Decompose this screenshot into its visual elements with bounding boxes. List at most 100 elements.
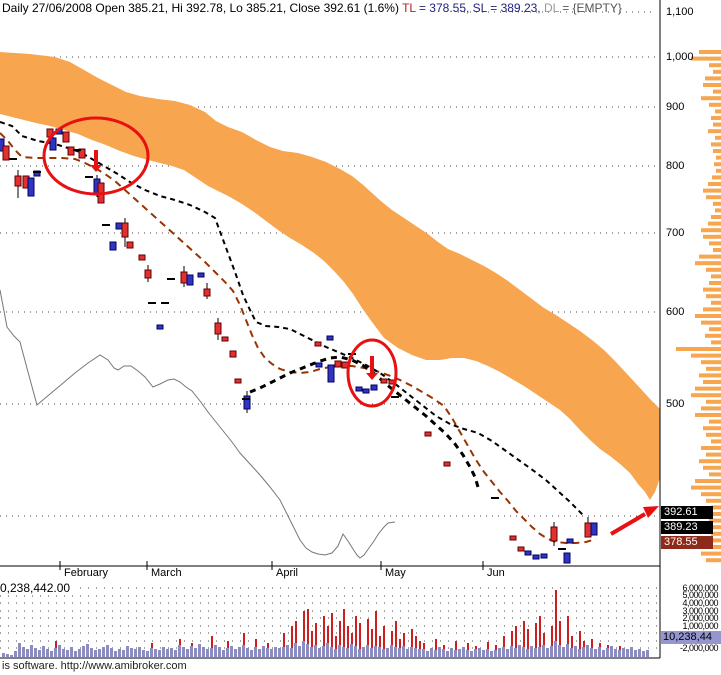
volume-profile-bar [708, 221, 721, 226]
candlestick [424, 431, 432, 437]
volume-bar [78, 649, 81, 657]
volume-bar [98, 649, 101, 657]
volume-bar [258, 649, 261, 657]
volume-profile-bar [706, 525, 721, 530]
volume-bar [22, 647, 25, 657]
volume-profile-bar [703, 83, 721, 87]
volume-bar [122, 650, 125, 657]
volume-bar [566, 644, 569, 657]
volume-bar [410, 647, 413, 657]
volume-bar-red [307, 609, 309, 651]
volume-profile-bar [703, 307, 721, 312]
volume-bar [598, 647, 601, 657]
volume-bar [242, 645, 245, 657]
volume-bar [202, 647, 205, 657]
volume-profile-bar [695, 386, 721, 391]
volume-axis-label: 4,000,000 [682, 598, 718, 608]
volume-bar-red [423, 643, 425, 651]
volume-bar-red [391, 631, 393, 651]
volume-bar [266, 648, 269, 657]
volume-bar-red [255, 639, 257, 651]
volume-bar-red [327, 626, 329, 651]
candlestick [203, 288, 211, 297]
chart-title-segment: = 378.55, [415, 1, 473, 15]
volume-bar [6, 654, 9, 657]
month-label: February [64, 567, 109, 579]
volume-bar-red [567, 616, 569, 651]
price-axis-label: 800 [666, 160, 685, 172]
volume-bar-red [583, 641, 585, 651]
volume-bar-red [335, 636, 337, 651]
volume-bar [342, 647, 345, 657]
volume-bar [630, 647, 633, 657]
volume-bar [546, 648, 549, 657]
volume-profile-bar [713, 122, 721, 127]
volume-bar [570, 648, 573, 657]
lagging-line [0, 289, 396, 559]
volume-bar [54, 648, 57, 657]
volume-bar [298, 646, 301, 657]
volume-bar [498, 648, 501, 657]
volume-bar [526, 649, 529, 657]
annotation-ellipse [346, 338, 398, 408]
volume-bar [94, 650, 97, 657]
candlestick [509, 535, 517, 541]
volume-bar [550, 646, 553, 657]
volume-bar [230, 646, 233, 657]
chart-title-segment: DL [543, 1, 559, 15]
volume-bar [310, 647, 313, 657]
volume-profile-bar [712, 175, 721, 180]
volume-bar [602, 650, 605, 657]
volume-bar [618, 650, 621, 657]
volume-profile-bar [711, 215, 721, 219]
volume-profile-bar [711, 274, 721, 279]
volume-bar [14, 651, 17, 657]
candlestick [517, 546, 525, 552]
volume-bar [562, 647, 565, 657]
volume-bar [262, 646, 265, 657]
chart-title: Daily 27/06/2008 Open 385.21, Hi 392.78,… [2, 1, 622, 15]
volume-bar-red [571, 636, 573, 651]
candlestick [156, 324, 164, 330]
volume-bar-red [415, 636, 417, 651]
volume-bar [178, 645, 181, 657]
volume-bar-red [371, 629, 373, 651]
volume-bar [302, 641, 305, 657]
volume-bar [614, 649, 617, 657]
volume-bar-red [347, 626, 349, 651]
volume-bar-red [375, 611, 377, 651]
volume-bar [626, 649, 629, 657]
volume-bar-red [411, 629, 413, 651]
volume-bar-red [295, 621, 297, 651]
volume-profile-bar [691, 353, 721, 358]
candlestick [566, 538, 574, 544]
volume-profile-bar [706, 294, 721, 299]
volume-bar [530, 646, 533, 657]
amibroker-footer-link[interactable]: is software. http://www.amibroker.com [2, 660, 187, 672]
volume-bar [426, 651, 429, 657]
volume-profile-bar [715, 208, 721, 213]
candlestick [78, 148, 86, 159]
volume-axis-label: 5,000,000 [682, 590, 718, 600]
volume-bar [606, 648, 609, 657]
volume-bar [386, 648, 389, 657]
volume-bar [646, 650, 649, 657]
volume-bar-red [403, 633, 405, 651]
volume-profile-bar [713, 149, 721, 153]
volume-bar [174, 650, 177, 657]
volume-bar-red [311, 631, 313, 651]
candlestick [14, 175, 22, 187]
volume-profile-bar [701, 446, 721, 450]
annotation-down-arrowhead [366, 373, 378, 380]
volume-profile-bar [716, 155, 721, 160]
volume-profile-bar [705, 76, 721, 81]
volume-bar [438, 647, 441, 657]
volume-profile-bar [714, 162, 721, 167]
volume-bar-red [579, 631, 581, 651]
volume-bar [394, 647, 397, 657]
annotation-ellipse [42, 116, 150, 196]
chart-title-segment: Daily 27/06/2008 Open 385.21, Hi 392.78,… [2, 1, 403, 15]
volume-profile-bar [706, 452, 721, 457]
volume-bar [182, 647, 185, 657]
